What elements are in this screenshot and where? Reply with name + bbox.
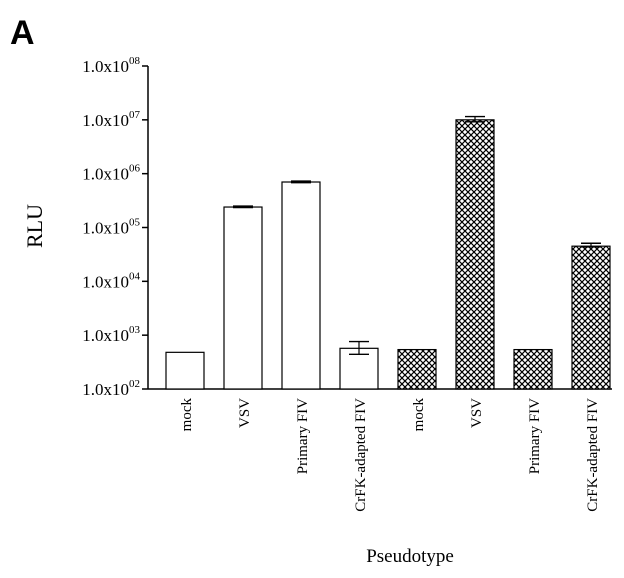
y-tick-label: 1.0x1002 [82,378,140,399]
y-tick-label: 1.0x1006 [82,163,140,184]
y-tick-exponent: 07 [129,109,141,121]
panel-label: A [10,14,35,52]
x-tick-label: CrFK-adapted FIV [585,398,601,512]
bar [165,351,205,390]
y-tick-label: 1.0x1007 [82,109,140,130]
error-bars [233,115,601,356]
bar [455,119,495,390]
y-tick-label: 1.0x1008 [82,55,140,76]
y-tick-exponent: 06 [129,163,141,175]
x-tick-label: mock [411,398,427,432]
y-tick-exponent: 03 [129,324,141,336]
y-tick-mantissa: 1.0x10 [82,326,129,345]
bar [397,348,437,390]
y-tick-mantissa: 1.0x10 [82,219,129,238]
x-tick-label: VSV [237,398,253,428]
y-tick-label: 1.0x1003 [82,324,140,345]
y-tick-exponent: 04 [129,270,141,282]
y-tick-exponent: 02 [129,378,140,390]
x-axis-label: Pseudotype [366,546,454,567]
x-tick-label: Primary FIV [527,398,543,474]
y-tick-mantissa: 1.0x10 [82,165,129,184]
bars [165,119,611,390]
x-tick-label: mock [179,398,195,432]
y-tick-mantissa: 1.0x10 [82,380,129,399]
y-ticks: 1.0x10021.0x10031.0x10041.0x10051.0x1006… [82,55,148,399]
y-tick-exponent: 05 [129,217,141,229]
bar [571,245,611,390]
y-axis-label: RLU [22,204,47,248]
x-tick-label: Primary FIV [295,398,311,474]
y-tick-exponent: 08 [129,55,141,67]
y-tick-mantissa: 1.0x10 [82,272,129,291]
y-tick-label: 1.0x1005 [82,217,140,238]
bar [281,181,321,390]
bar [513,348,553,390]
bar [223,206,263,390]
category-labels: mock VSV Primary FIV CrFK-adapted FIV mock VS… [179,398,601,512]
x-tick-label: CrFK-adapted FIV [353,398,369,512]
y-tick-label: 1.0x1004 [82,270,140,291]
y-tick-mantissa: 1.0x10 [82,57,129,76]
y-tick-mantissa: 1.0x10 [82,111,129,130]
x-tick-label: VSV [469,398,485,428]
